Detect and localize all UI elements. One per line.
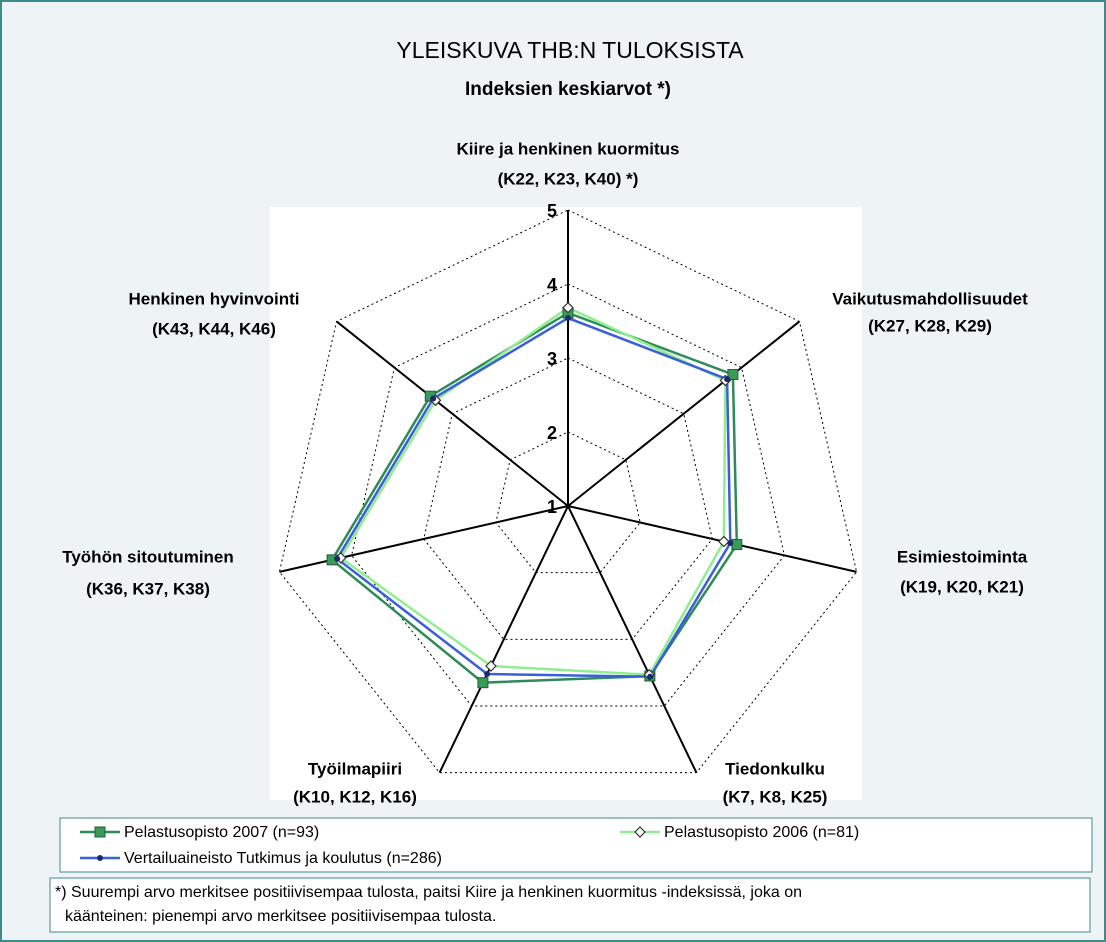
series-marker: [727, 540, 734, 547]
series-marker: [565, 315, 571, 322]
footnote: kääntеinen: pienempi arvo merkitsee posi…: [65, 908, 496, 925]
axis-label: Esimiestoiminta: [897, 547, 1028, 566]
axis-label: (K36, K37, K38): [86, 579, 210, 598]
axis-line: [567, 505, 698, 774]
y-tick-label: 4: [547, 275, 557, 295]
series-line: [339, 306, 727, 676]
axis-label: (K22, K23, K40) *): [498, 169, 639, 188]
axis-line: [567, 320, 801, 507]
axis-label: Tiedonkulku: [725, 759, 825, 778]
series-marker: [334, 555, 341, 562]
y-tick-label: 5: [547, 201, 557, 221]
chart-subtitle: Indeksien keskiarvot *): [465, 79, 671, 100]
axis-label: (K27, K28, K29): [868, 316, 992, 335]
y-tick-label: 2: [547, 423, 557, 443]
footnote-box: [49, 877, 1091, 933]
series-marker: [484, 671, 491, 678]
legend-label: Pelastusopisto 2007 (n=93): [124, 824, 319, 841]
legend-marker: [634, 826, 646, 838]
axis-label: Työilmapiiri: [308, 759, 402, 778]
axis-label: (K10, K12, K16): [293, 787, 417, 806]
axis-line: [335, 320, 569, 507]
axis-line: [567, 505, 857, 573]
axis-line: [438, 505, 569, 774]
legend-marker: [97, 855, 103, 861]
axis-label: (K43, K44, K46): [152, 319, 276, 338]
series-marker: [485, 660, 497, 672]
y-tick-label: 1: [547, 497, 557, 517]
y-tick-label: 3: [547, 349, 557, 369]
axis-label: Kiire ja henkinen kuormitus: [457, 139, 680, 158]
series-marker: [717, 535, 730, 548]
axis-label: (K19, K20, K21): [900, 577, 1024, 596]
series-line: [330, 311, 739, 684]
series-line: [335, 316, 732, 678]
axis-label: Henkinen hyvinvointi: [129, 289, 300, 308]
footnote: *) Suurempi arvo merkitsee positiivisemp…: [55, 884, 802, 901]
series-marker: [477, 677, 489, 689]
series-marker: [647, 673, 654, 680]
legend-label: Pelastusopisto 2006 (n=81): [664, 824, 859, 841]
legend: [59, 817, 1093, 873]
axis-label: Vaikutusmahdollisuudet: [832, 289, 1028, 308]
axis-label: (K7, K8, K25): [723, 787, 828, 806]
series-marker: [430, 395, 437, 402]
legend-label: Vertailuaineisto Tutkimus ja koulutus (n…: [124, 850, 442, 867]
legend-marker: [94, 826, 106, 838]
series-marker: [562, 301, 574, 314]
axis-label: Työhön sitoutuminen: [62, 547, 234, 566]
chart-title: YLEISKUVA THB:N TULOKSISTA: [396, 37, 744, 63]
series-marker: [724, 376, 731, 383]
series-marker: [727, 369, 739, 381]
series-marker: [731, 539, 743, 551]
